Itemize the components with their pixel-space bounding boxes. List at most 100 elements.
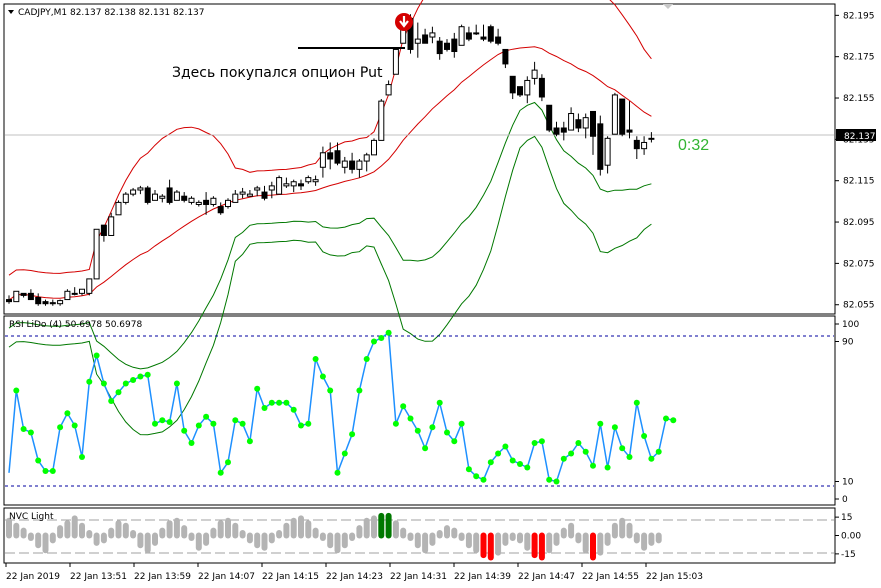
rsi-point [173,380,180,387]
time-tick-label: 22 Jan 14:55 [582,572,639,582]
time-tick-label: 22 Jan 14:15 [262,572,319,582]
chart-shift-marker-icon[interactable] [663,4,673,9]
time-tick-label: 22 Jan 2019 [6,572,60,582]
bear-candle [100,224,107,236]
bull-candle [79,288,85,294]
rsi-point [604,464,611,471]
bear-candle [181,195,188,201]
bull-candle [371,139,377,156]
bear-candle [502,48,509,65]
rsi-point [152,420,158,427]
bull-candle [648,137,655,140]
rsi-point [429,424,436,431]
rsi-point [392,420,399,427]
bear-candle [422,34,429,44]
rsi-point [349,431,356,438]
current-price-text: 82.137 [844,132,876,142]
price-tick-label: 82.055 [843,301,875,311]
bull-candle [392,48,399,75]
rsi-point [232,417,239,424]
rsi-point [93,352,100,359]
rsi-point [27,429,34,436]
rsi-point [371,338,377,345]
bear-candle [495,36,502,44]
bull-candle [159,195,166,199]
candle-timer: 0:32 [678,137,709,154]
price-tick-label: 82.095 [843,218,875,228]
bear-candle [509,75,516,94]
bull-candle [232,193,239,203]
rsi-point [648,455,655,462]
rsi-point [407,415,414,422]
rsi-tick-label: 90 [842,338,854,348]
price-tick-label: 82.195 [843,11,875,21]
bear-candle [261,191,268,199]
rsi-point [137,373,144,380]
price-tick-label: 82.155 [843,94,875,104]
bear-candle [487,26,494,42]
bear-candle [517,86,523,96]
bull-candle [108,216,115,236]
rsi-point [597,420,604,427]
rsi-point [626,454,633,460]
rsi-point [35,457,42,464]
nvc-tick-label: 15 [841,513,852,523]
chart-menu-triangle-icon[interactable] [8,10,14,14]
rsi-point [144,371,151,378]
bull-candle [188,197,195,203]
bull-candle [173,191,180,201]
bear-candle [546,104,553,131]
bull-candle [319,152,326,168]
candlestick-series [6,14,655,306]
rsi-point [436,399,443,406]
rsi-point [203,413,210,420]
rsi-tick-label: 100 [842,320,859,330]
rsi-indicator-pane[interactable] [3,315,836,506]
rsi-point [166,419,173,425]
rsi-point [458,420,465,427]
bear-candle [166,187,173,203]
time-tick-label: 22 Jan 14:07 [198,572,255,582]
bear-candle [35,296,42,305]
main-chart-pane[interactable] [3,3,836,315]
rsi-tick-label: 0 [842,495,848,505]
sell-arrow-icon [395,13,413,31]
bull-candle [64,290,71,301]
rsi-point [385,329,392,336]
rsi-point [159,417,166,424]
bull-candle [225,199,231,208]
rsi-point [341,450,348,457]
bear-candle [436,40,443,55]
rsi-point [560,455,567,462]
rsi-point [670,417,677,424]
bull-candle [57,300,64,305]
rsi-point [49,468,56,474]
rsi-point [283,399,290,406]
bull-candle [137,187,144,191]
rsi-point [517,461,523,467]
rsi-point [239,420,246,427]
bull-candle [341,160,348,168]
time-tick-label: 22 Jan 14:23 [326,572,383,582]
bull-candle [429,32,436,38]
rsi-point [254,385,261,392]
bear-candle [334,150,341,164]
bull-candle [86,278,93,294]
rsi-point [655,448,662,455]
bear-candle [590,110,596,137]
bear-candle [27,292,34,301]
bull-candle [378,100,385,141]
bear-candle [575,119,582,129]
bear-candle [20,292,27,296]
bear-candle [626,129,633,133]
bull-candle [604,137,611,166]
rsi-point [531,440,538,446]
bull-candle [71,292,78,295]
time-tick-label: 22 Jan 14:39 [454,572,511,582]
bear-candle [349,160,356,170]
rsi-point [487,459,494,466]
bull-candle [130,189,137,195]
rsi-point [57,424,64,431]
bear-candle [451,38,458,53]
